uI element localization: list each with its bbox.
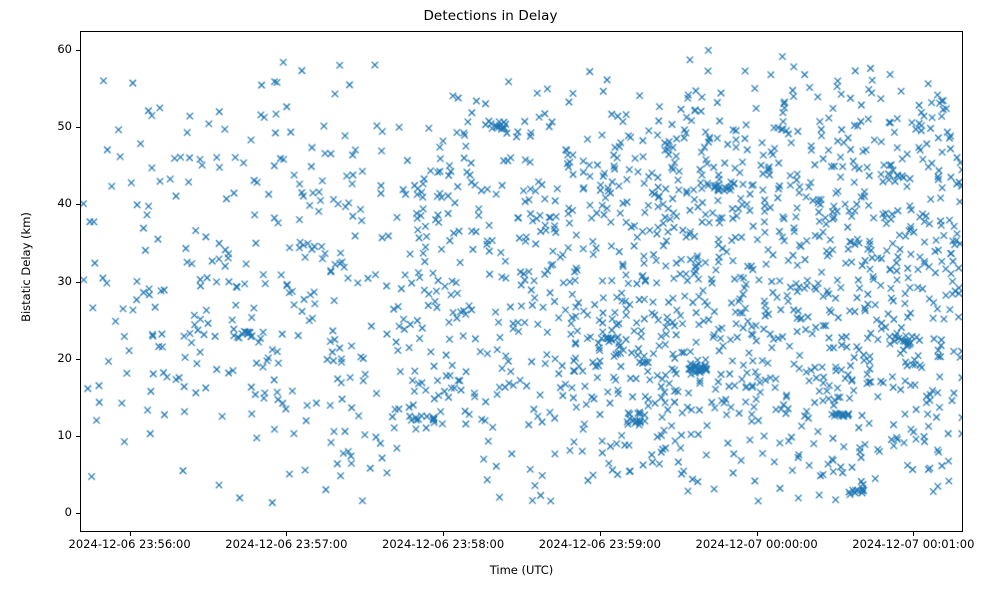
plot-area [80, 31, 963, 532]
y-tick-label: 30 [57, 273, 72, 288]
y-tick-label: 40 [57, 196, 72, 211]
x-tick-mark [913, 532, 915, 536]
x-tick-label: 2024-12-06 23:59:00 [538, 537, 661, 551]
x-tick-mark [286, 532, 288, 536]
y-tick-mark [76, 204, 80, 206]
scatter-series-detections [81, 32, 962, 531]
x-tick-label: 2024-12-06 23:57:00 [225, 537, 348, 551]
x-tick-label: 2024-12-06 23:56:00 [68, 537, 191, 551]
y-tick-mark [76, 435, 80, 437]
x-tick-label: 2024-12-07 00:00:00 [695, 537, 818, 551]
y-tick-mark [76, 358, 80, 360]
x-tick-mark [599, 532, 601, 536]
x-tick-mark [756, 532, 758, 536]
x-tick-label: 2024-12-07 00:01:00 [852, 537, 975, 551]
x-tick-mark [129, 532, 131, 536]
x-axis-label: Time (UTC) [489, 563, 554, 577]
y-tick-label: 50 [57, 119, 72, 134]
y-tick-mark [76, 512, 80, 514]
y-tick-mark [76, 50, 80, 52]
y-axis-label: Bistatic Delay (km) [19, 212, 33, 322]
chart-title: Detections in Delay [423, 8, 558, 24]
y-tick-label: 20 [57, 350, 72, 365]
x-tick-label: 2024-12-06 23:58:00 [382, 537, 505, 551]
y-tick-mark [76, 127, 80, 129]
x-tick-mark [443, 532, 445, 536]
y-tick-mark [76, 281, 80, 283]
y-tick-label: 60 [57, 42, 72, 57]
y-tick-label: 10 [57, 427, 72, 442]
y-tick-label: 0 [64, 504, 72, 519]
